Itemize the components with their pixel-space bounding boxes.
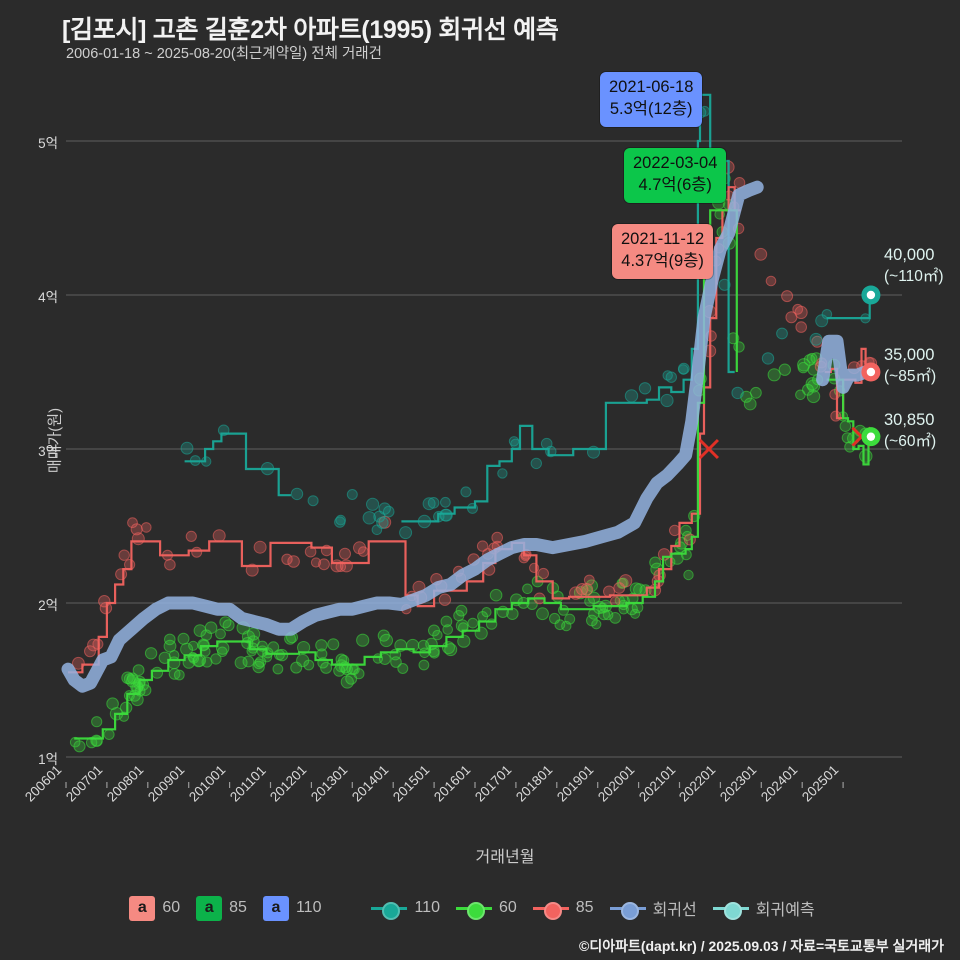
x-axis-tick-label: 202501 — [799, 762, 842, 805]
x-axis-tick-label: 201401 — [349, 762, 392, 805]
end-value-area: (~85㎡) — [884, 367, 937, 385]
x-axis-tick-label: 201501 — [390, 762, 433, 805]
annotation-value: 4.37억(9층) — [621, 251, 704, 270]
legend-swatch-glyph: a — [262, 895, 289, 921]
legend-swatch-85[interactable]: a 85 — [196, 895, 247, 921]
end-value-amount: 30,850 — [884, 411, 935, 429]
x-axis-tick-label: 201201 — [267, 762, 310, 805]
x-axis-tick-label: 200701 — [62, 762, 106, 805]
end-value-amount: 40,000 — [884, 246, 935, 264]
end-value-amount: 35,000 — [884, 346, 935, 364]
x-axis-tick-label: 201601 — [431, 762, 474, 805]
x-axis-tick-label: 201001 — [185, 762, 229, 805]
x-axis-tick-label: 200601 — [22, 762, 65, 805]
legend-marker-label: 110 — [414, 899, 440, 916]
legend-marker-60[interactable]: 60 — [455, 899, 517, 920]
x-axis-tick-label: 202401 — [758, 762, 801, 805]
x-axis-tick-label: 202101 — [635, 762, 678, 805]
x-axis-tick-label: 202301 — [717, 762, 760, 805]
cancelled-trade-marker — [698, 438, 720, 460]
legend-swatch-glyph: a — [196, 895, 223, 921]
legend-marker-label: 85 — [575, 899, 594, 916]
legend-swatch-glyph: a — [129, 895, 156, 921]
legend-marker-label: 60 — [498, 899, 517, 916]
footer-credit: ©디아파트(dapt.kr) / 2025.09.03 / 자료=국토교통부 실… — [579, 938, 944, 954]
annotation-value: 4.7억(6층) — [638, 175, 712, 194]
end-value-label: 30,850 (~60㎡) — [884, 410, 936, 452]
forecast-end-dot — [861, 362, 881, 382]
series-회귀선 — [61, 180, 878, 693]
legend-marker-110[interactable]: 110 — [371, 899, 440, 920]
legend-swatch-110[interactable]: a 110 — [262, 895, 322, 921]
page-title: [김포시] 고촌 길훈2차 아파트(1995) 회귀선 예측 — [62, 16, 559, 44]
x-axis-tick-label: 201801 — [512, 762, 556, 805]
legend-marker-85[interactable]: 85 — [532, 899, 594, 920]
x-axis-title: 거래년월 — [475, 849, 535, 866]
legend-marker-icon — [371, 900, 408, 920]
legend-marker-label: 회귀예측 — [755, 902, 815, 919]
annotation-callout: 2021-06-18 5.3억(12층) — [600, 72, 703, 127]
end-value-area: (~110㎡) — [884, 267, 944, 285]
annotation-date: 2021-06-18 — [609, 78, 694, 96]
scatter-points — [69, 105, 878, 753]
x-axis-tick-label: 201101 — [226, 762, 269, 805]
annotation-value: 5.3억(12층) — [609, 99, 693, 118]
x-axis-tick-label: 201701 — [471, 762, 515, 805]
legend-swatch-60[interactable]: a 60 — [129, 895, 181, 921]
x-axis-tick-label: 200901 — [144, 762, 188, 805]
forecast-end-dot — [861, 427, 881, 447]
legend-marker-icon — [532, 900, 569, 920]
legend-swatch-label: 60 — [162, 899, 181, 916]
chart-legend: a 60 a 85 a 110 110 60 85 회귀선 회귀예측 — [0, 888, 960, 928]
y-axis-tick-label: 5억 — [38, 136, 58, 151]
y-axis-tick-label: 4억 — [38, 290, 58, 305]
annotation-callout: 2022-03-04 4.7억(6층) — [624, 148, 727, 203]
page-subtitle: 2006-01-18 ~ 2025-08-20(최근계약일) 전체 거래건 — [66, 46, 382, 62]
legend-marker-icon — [455, 900, 492, 920]
x-axis-tick-label: 201301 — [308, 762, 351, 805]
y-axis-tick-label: 2억 — [38, 598, 58, 613]
series-60 — [74, 209, 870, 740]
annotation-date: 2021-11-12 — [621, 230, 705, 248]
legend-marker-icon — [712, 900, 749, 920]
legend-marker-회귀예측[interactable]: 회귀예측 — [712, 896, 815, 920]
annotation-date: 2022-03-04 — [633, 154, 718, 172]
x-axis-tick-label: 200801 — [103, 762, 147, 805]
legend-swatch-label: 110 — [295, 899, 322, 916]
x-axis-tick-label: 201901 — [553, 762, 597, 805]
forecast-end-dot — [861, 285, 881, 305]
x-axis-tick-label: 202001 — [594, 762, 638, 805]
series-110 — [184, 93, 871, 523]
legend-swatch-label: 85 — [229, 899, 247, 916]
end-value-label: 40,000 (~110㎡) — [884, 245, 944, 287]
annotation-callout: 2021-11-12 4.37억(9층) — [612, 224, 714, 279]
end-value-label: 35,000 (~85㎡) — [884, 345, 936, 387]
cancelled-trade-marker — [851, 426, 872, 447]
series-85 — [68, 186, 871, 674]
legend-marker-label: 회귀선 — [652, 902, 697, 919]
legend-marker-회귀선[interactable]: 회귀선 — [609, 896, 697, 920]
end-value-area: (~60㎡) — [884, 432, 937, 450]
legend-marker-icon — [609, 900, 646, 920]
y-axis-tick-label: 3억 — [38, 444, 58, 459]
x-axis-tick-label: 202201 — [676, 762, 719, 805]
y-axis-tick-label: 1억 — [38, 752, 58, 767]
